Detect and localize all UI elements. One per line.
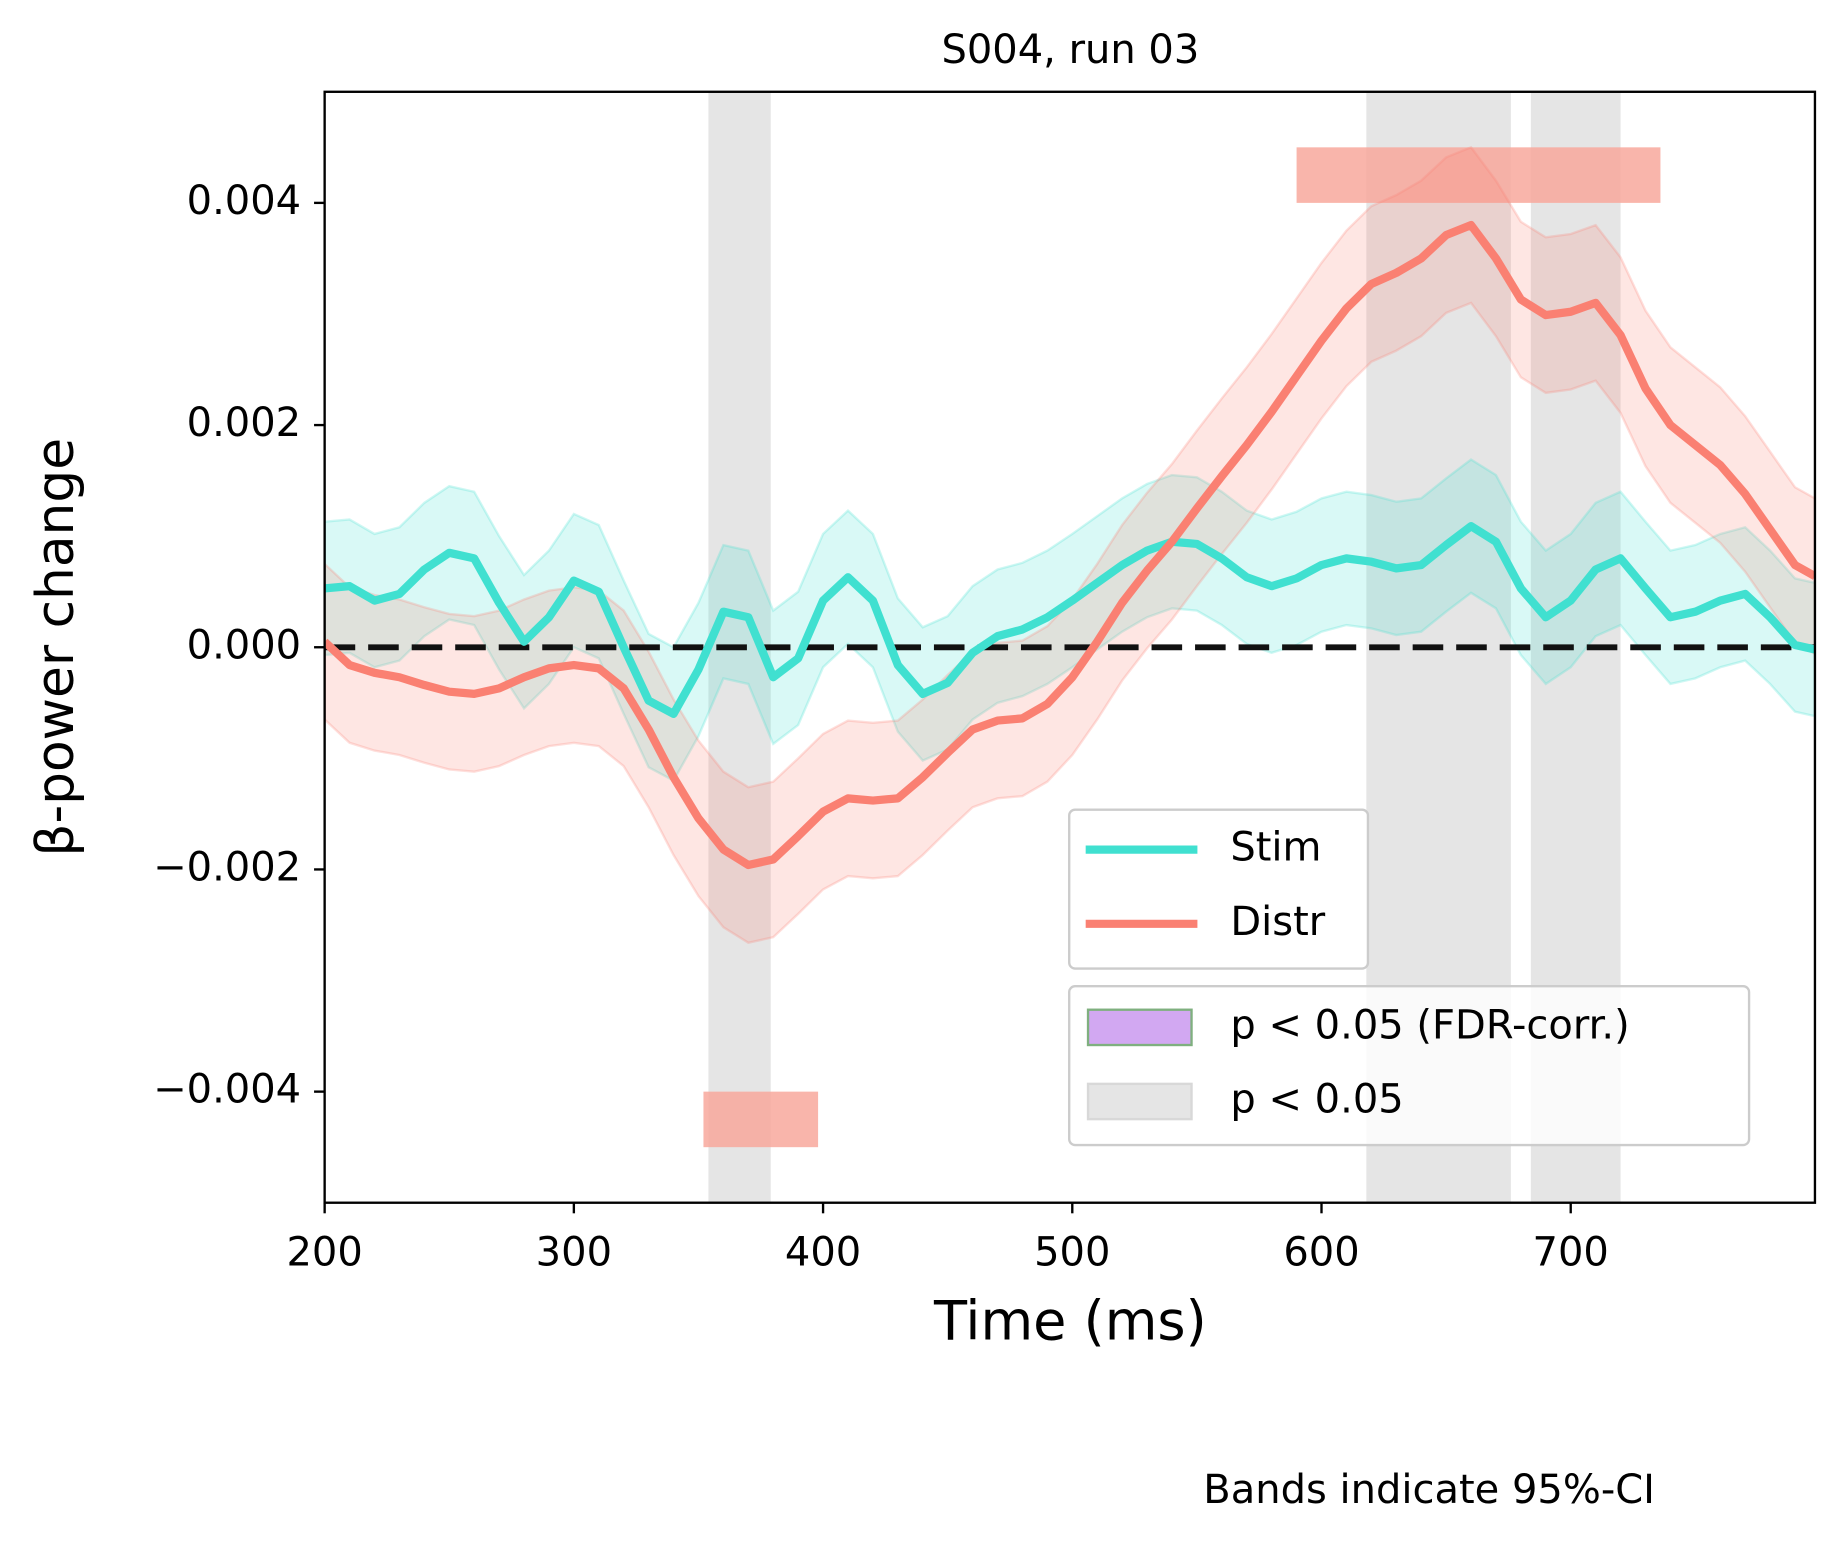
legend-label: Distr [1230, 899, 1325, 945]
legend-patch [1086, 1008, 1193, 1047]
legend-patch [1086, 1082, 1193, 1121]
highlight-bar [1296, 147, 1661, 203]
x-tick-label: 400 [785, 1229, 861, 1275]
highlight-bar [703, 1091, 819, 1148]
x-tick-label: 300 [536, 1229, 612, 1275]
y-tick-label: −0.004 [153, 1067, 301, 1113]
plot-area [324, 91, 1815, 1203]
y-tick-label: 0.002 [187, 400, 301, 446]
x-tick-label: 600 [1283, 1229, 1359, 1275]
legend-box [1068, 985, 1751, 1147]
legend-label: p < 0.05 (FDR-corr.) [1230, 1002, 1629, 1048]
ci-band [324, 145, 1815, 945]
series-line [324, 522, 1815, 719]
y-tick-label: 0.000 [187, 622, 301, 668]
y-tick-label: 0.004 [187, 178, 301, 224]
x-tick-label: 500 [1034, 1229, 1110, 1275]
y-tick-label: −0.002 [153, 844, 301, 890]
footnote: Bands indicate 95%-CI [1203, 1467, 1655, 1513]
y-axis-label: β-power change [26, 438, 86, 857]
x-tick-label: 700 [1533, 1229, 1609, 1275]
chart-title: S004, run 03 [941, 27, 1199, 73]
ci-band [324, 458, 1815, 783]
x-axis-label: Time (ms) [933, 1290, 1207, 1353]
legend-label: p < 0.05 [1230, 1077, 1403, 1123]
legend-label: Stim [1230, 825, 1321, 871]
series-line [324, 220, 1815, 870]
x-tick-label: 200 [286, 1229, 362, 1275]
